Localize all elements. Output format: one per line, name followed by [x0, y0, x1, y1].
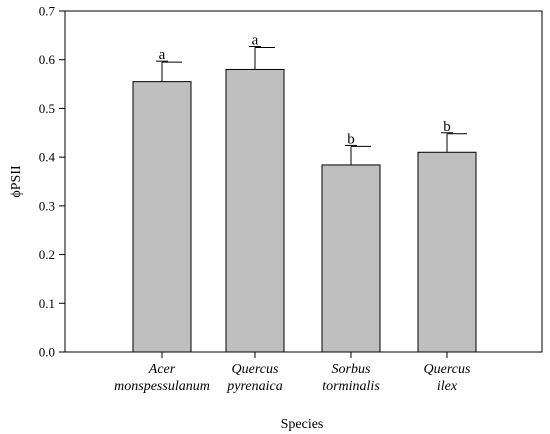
x-category-label: pyrenaica — [226, 379, 282, 394]
plot-frame — [64, 10, 543, 353]
x-category-label: monspessulanum — [114, 379, 210, 394]
x-category-label: ilex — [437, 379, 458, 394]
significance-label: a — [252, 33, 259, 49]
y-tick-label: 0.5 — [39, 101, 55, 116]
significance-label: b — [347, 131, 355, 147]
bar — [417, 151, 477, 353]
y-tick-label: 0.7 — [39, 4, 56, 19]
bar — [321, 164, 381, 353]
y-tick-label: 0.0 — [39, 345, 55, 360]
y-tick-label: 0.4 — [39, 150, 56, 165]
x-category-label: Quercus — [424, 362, 471, 377]
x-category-label: Acer — [148, 362, 176, 377]
x-axis-title: Species — [281, 417, 324, 432]
x-category-label: Sorbus — [332, 362, 371, 377]
significance-label: a — [159, 47, 166, 63]
x-category-label: torminalis — [322, 379, 380, 394]
bar — [132, 81, 192, 353]
y-tick-label: 0.2 — [39, 247, 55, 262]
significance-label: b — [443, 119, 451, 135]
x-axis-categories: Acer monspessulanum Quercus pyrenaica Sorbus… — [114, 352, 471, 394]
y-tick-label: 0.6 — [39, 52, 56, 67]
y-tick-label: 0.1 — [39, 296, 55, 311]
y-tick-label: 0.3 — [39, 198, 55, 213]
bars: a a b b — [132, 33, 477, 353]
bar — [225, 68, 285, 353]
y-axis-title: ϕPSII — [9, 165, 24, 198]
x-category-label: Quercus — [232, 362, 279, 377]
y-axis: 0.0 0.1 0.2 0.3 0.4 0.5 0.6 0.7 — [39, 4, 65, 360]
